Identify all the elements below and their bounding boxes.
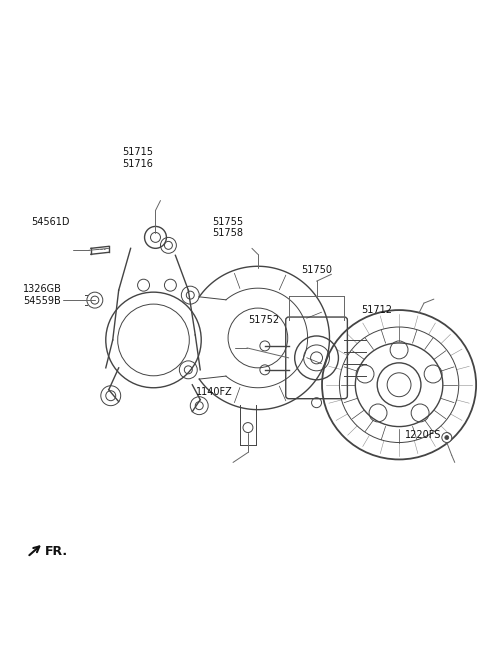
Text: 1220FS: 1220FS [405,430,442,440]
Text: 51750: 51750 [301,265,333,276]
Text: 51712: 51712 [361,305,392,315]
Text: 1140FZ: 1140FZ [196,387,233,397]
Text: FR.: FR. [45,544,68,558]
Text: 51715
51716: 51715 51716 [123,147,154,169]
Circle shape [243,422,253,432]
Text: 54561D: 54561D [31,217,70,228]
Circle shape [445,436,449,440]
Text: 1326GB
54559B: 1326GB 54559B [23,284,62,306]
Text: 51752: 51752 [248,315,279,325]
Circle shape [442,432,452,443]
Text: 51755
51758: 51755 51758 [212,216,243,238]
